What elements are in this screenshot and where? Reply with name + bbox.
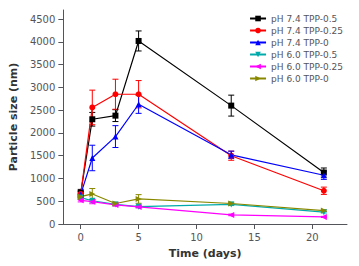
svg-text:pH 6.0 TPP-0: pH 6.0 TPP-0	[271, 74, 329, 84]
svg-text:3500: 3500	[30, 59, 55, 70]
svg-text:4500: 4500	[30, 14, 55, 25]
svg-text:20: 20	[306, 232, 319, 243]
svg-text:4000: 4000	[30, 36, 55, 47]
svg-text:pH 6.0 TPP-0.25: pH 6.0 TPP-0.25	[271, 62, 343, 72]
svg-text:2500: 2500	[30, 105, 55, 116]
svg-text:2000: 2000	[30, 127, 55, 138]
svg-text:pH 7.4 TPP-0: pH 7.4 TPP-0	[271, 38, 329, 48]
svg-text:500: 500	[36, 196, 55, 207]
svg-text:pH 6.0 TPP-0.5: pH 6.0 TPP-0.5	[271, 50, 337, 60]
svg-text:3000: 3000	[30, 82, 55, 93]
svg-text:Time (days): Time (days)	[169, 247, 242, 260]
svg-text:0: 0	[78, 232, 84, 243]
svg-text:5: 5	[135, 232, 141, 243]
svg-text:1500: 1500	[30, 150, 55, 161]
svg-text:10: 10	[190, 232, 203, 243]
svg-text:1000: 1000	[30, 173, 55, 184]
svg-text:0: 0	[49, 219, 55, 230]
svg-text:pH 7.4 TPP-0.5: pH 7.4 TPP-0.5	[271, 14, 337, 24]
svg-text:pH 7.4 TPP-0.25: pH 7.4 TPP-0.25	[271, 26, 343, 36]
svg-text:Particle size (nm): Particle size (nm)	[7, 63, 20, 172]
svg-text:15: 15	[248, 232, 261, 243]
